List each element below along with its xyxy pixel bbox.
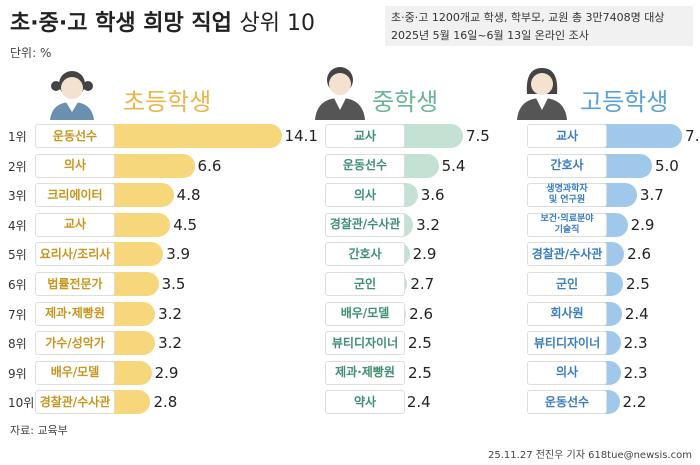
category-label: 요리사/조리사 <box>35 242 115 267</box>
value-label: 5.0 <box>655 156 679 175</box>
value-label: 14.1 <box>284 127 318 145</box>
value-label: 2.5 <box>626 275 650 293</box>
category-label: 교사 <box>35 212 115 237</box>
rank-label: 10위 <box>8 396 35 411</box>
rank-label: 4위 <box>8 218 27 233</box>
value-label: 4.8 <box>176 186 201 205</box>
value-label: 3.2 <box>416 215 440 234</box>
category-label: 회사원 <box>527 301 607 326</box>
value-label: 2.4 <box>406 393 431 412</box>
category-label: 운동선수 <box>325 153 405 178</box>
panel-title: 초등학생 <box>123 88 212 116</box>
note-line: 2025년 5월 16일~6월 13일 온라인 조사 <box>391 29 589 42</box>
category-label: 군인 <box>325 272 405 296</box>
panel-title: 고등학생 <box>580 88 669 116</box>
category-label: 운동선수 <box>35 124 115 148</box>
category-label: 배우/모델 <box>325 301 405 326</box>
value-label: 2.3 <box>623 334 648 353</box>
category-label: 경찰관/수사관 <box>325 212 405 237</box>
panel-title: 중학생 <box>372 88 439 116</box>
category-label: 교사 <box>325 124 405 148</box>
rank-label: 9위 <box>8 366 27 381</box>
note-line: 초·중·고 1200개교 학생, 학부모, 교원 총 3만7408명 대상 <box>391 11 665 24</box>
title-main: 초·중·고 학생 희망 직업 <box>10 11 232 36</box>
category-label: 간호사 <box>325 242 405 267</box>
value-label: 2.9 <box>412 245 437 264</box>
category-label: 군인 <box>527 272 607 296</box>
value-label: 4.5 <box>173 215 198 234</box>
category-label: 의사 <box>35 153 115 178</box>
credit: 25.11.27 전진우 기자 618tue@newsis.com <box>488 450 692 461</box>
category-label: 제과·제빵원 <box>325 360 405 385</box>
category-label: 생명과학자 및 연구원 <box>527 183 607 208</box>
unit: 단위: % <box>10 46 52 60</box>
value-label: 3.6 <box>420 186 445 205</box>
value-label: 2.6 <box>627 245 652 264</box>
category-label: 제과·제빵원 <box>35 301 115 326</box>
value-label: 2.6 <box>409 304 434 323</box>
value-label: 2.4 <box>624 304 649 323</box>
title-light: 상위 10 <box>239 11 315 36</box>
value-label: 3.5 <box>161 275 186 293</box>
value-label: 2.8 <box>153 393 178 412</box>
category-label: 크리에이터 <box>35 183 115 208</box>
rank-label: 8위 <box>8 337 27 352</box>
category-label: 의사 <box>325 183 405 208</box>
category-label: 뷰티디자이너 <box>527 331 607 356</box>
value-label: 2.7 <box>410 275 435 293</box>
source: 자료: 교육부 <box>10 424 68 437</box>
value-label: 3.9 <box>166 245 191 264</box>
category-label: 경찰관/수사관 <box>35 390 115 415</box>
value-label: 7.6 <box>685 127 700 145</box>
category-label: 가수/성악가 <box>35 331 115 356</box>
category-label: 뷰티디자이너 <box>325 331 405 356</box>
category-label: 의사 <box>527 360 607 385</box>
value-label: 2.3 <box>623 363 648 382</box>
rank-label: 1위 <box>8 130 27 144</box>
category-label: 경찰관/수사관 <box>527 242 607 267</box>
title: 초·중·고 학생 희망 직업 상위 10 <box>10 5 315 37</box>
value-label: 3.2 <box>158 334 182 353</box>
value-label: 7.5 <box>466 127 490 145</box>
value-label: 2.2 <box>622 393 647 412</box>
note-box: 초·중·고 1200개교 학생, 학부모, 교원 총 3만7408명 대상 20… <box>385 6 693 46</box>
value-label: 2.9 <box>154 363 179 382</box>
value-label: 3.7 <box>639 186 664 205</box>
rank-label: 6위 <box>8 278 27 292</box>
icons <box>50 67 567 120</box>
value-label: 2.5 <box>408 363 432 382</box>
category-label: 운동선수 <box>527 390 607 415</box>
category-label: 약사 <box>325 390 405 415</box>
value-label: 3.2 <box>158 304 182 323</box>
category-label: 배우/모델 <box>35 360 115 385</box>
rank-label: 3위 <box>8 189 27 204</box>
category-label: 보건·의료분야 기술직 <box>527 212 607 237</box>
value-label: 2.5 <box>408 334 432 353</box>
rank-label: 2위 <box>8 159 27 174</box>
rank-label: 5위 <box>8 248 27 263</box>
category-label: 교사 <box>527 124 607 148</box>
value-label: 2.9 <box>630 215 655 234</box>
category-label: 간호사 <box>527 153 607 178</box>
value-label: 6.6 <box>197 156 222 175</box>
value-label: 5.4 <box>441 156 466 175</box>
rank-label: 7위 <box>8 307 27 322</box>
category-label: 법률전문가 <box>35 272 115 296</box>
